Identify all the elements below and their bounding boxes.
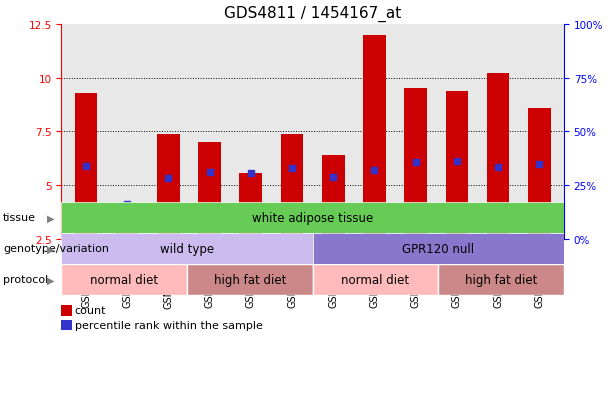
Bar (157, 134, 180, 240)
Bar (528, 109, 550, 240)
Title: GDS4811 / 1454167_at: GDS4811 / 1454167_at (224, 6, 402, 22)
Text: percentile rank within the sample: percentile rank within the sample (75, 320, 262, 330)
Text: ▶: ▶ (47, 244, 54, 254)
Bar (363, 36, 386, 240)
Text: normal diet: normal diet (341, 273, 409, 286)
Text: count: count (75, 306, 106, 316)
Bar (61, 233, 313, 264)
Text: wild type: wild type (160, 242, 214, 255)
Text: normal diet: normal diet (90, 273, 158, 286)
Text: protocol: protocol (3, 275, 48, 285)
Bar (116, 211, 139, 240)
Bar (313, 233, 564, 264)
Bar (313, 264, 438, 295)
Bar (198, 143, 221, 240)
Bar (240, 174, 262, 240)
Bar (187, 264, 313, 295)
Text: white adipose tissue: white adipose tissue (252, 211, 373, 224)
Text: GPR120 null: GPR120 null (402, 242, 474, 255)
Text: genotype/variation: genotype/variation (3, 244, 109, 254)
Bar (75, 93, 97, 240)
Bar (281, 134, 303, 240)
Text: ▶: ▶ (47, 275, 54, 285)
Text: tissue: tissue (3, 213, 36, 223)
Bar (446, 91, 468, 240)
Bar (322, 156, 345, 240)
Bar (405, 89, 427, 240)
Bar (438, 264, 564, 295)
Text: high fat diet: high fat diet (465, 273, 538, 286)
Bar (487, 74, 509, 240)
Bar (61, 264, 187, 295)
Text: ▶: ▶ (47, 213, 54, 223)
Text: high fat diet: high fat diet (213, 273, 286, 286)
